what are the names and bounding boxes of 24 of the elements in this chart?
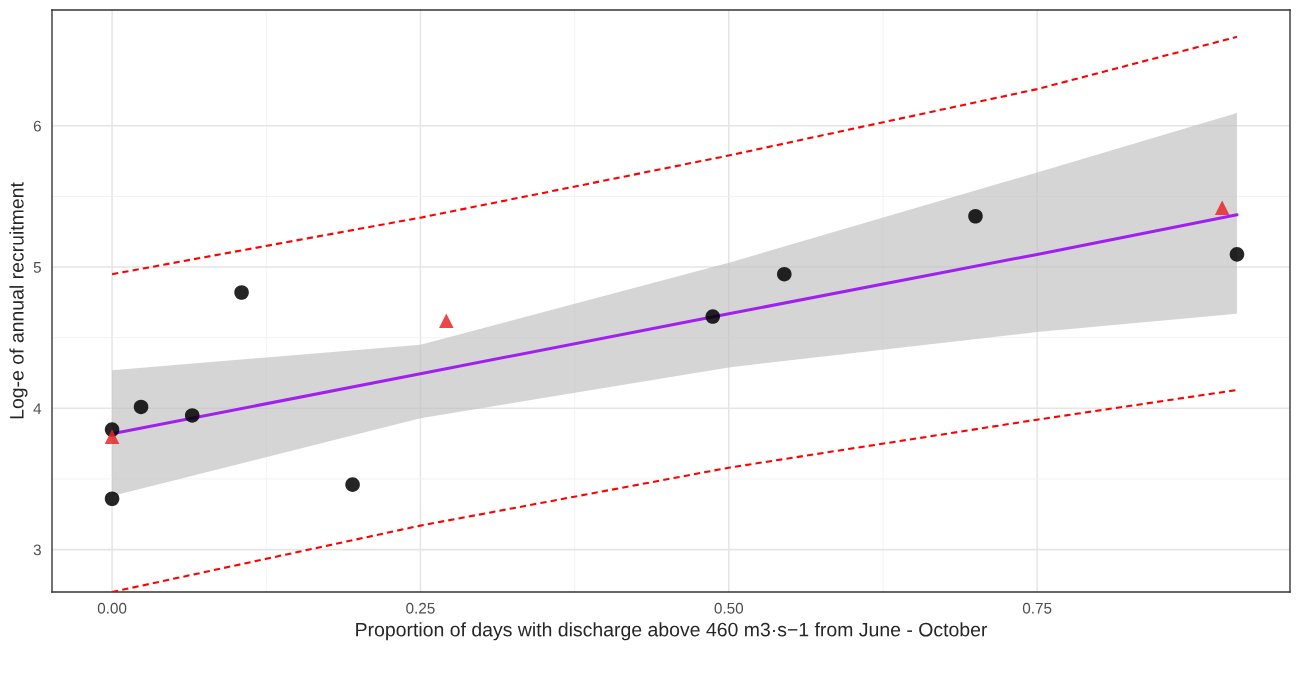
y-tick-label: 6 <box>33 120 41 132</box>
y-tick-label: 3 <box>33 544 41 556</box>
point <box>345 477 360 492</box>
point <box>184 408 200 423</box>
point <box>705 309 721 324</box>
point <box>104 491 120 507</box>
x-axis-title: Proportion of days with discharge above 460 m3·s−1 from June - October <box>356 622 988 641</box>
y-tick-label: 4 <box>33 403 42 414</box>
x-tick-label: 0.25 <box>406 602 435 614</box>
point <box>234 285 249 300</box>
line-series <box>111 388 1238 592</box>
point <box>439 313 454 329</box>
y-axis-title: Log-e of annual recruitment <box>9 182 28 419</box>
point <box>1214 200 1230 216</box>
point <box>968 208 983 224</box>
x-tick-label: 0.75 <box>1022 602 1052 614</box>
x-tick-label: 0.00 <box>97 602 127 614</box>
point <box>133 399 149 415</box>
point <box>104 429 120 444</box>
point <box>1229 247 1245 262</box>
line-series <box>111 35 1238 276</box>
y-tick-label: 5 <box>33 262 41 273</box>
x-tick-label: 0.50 <box>714 602 744 614</box>
point <box>777 266 792 282</box>
